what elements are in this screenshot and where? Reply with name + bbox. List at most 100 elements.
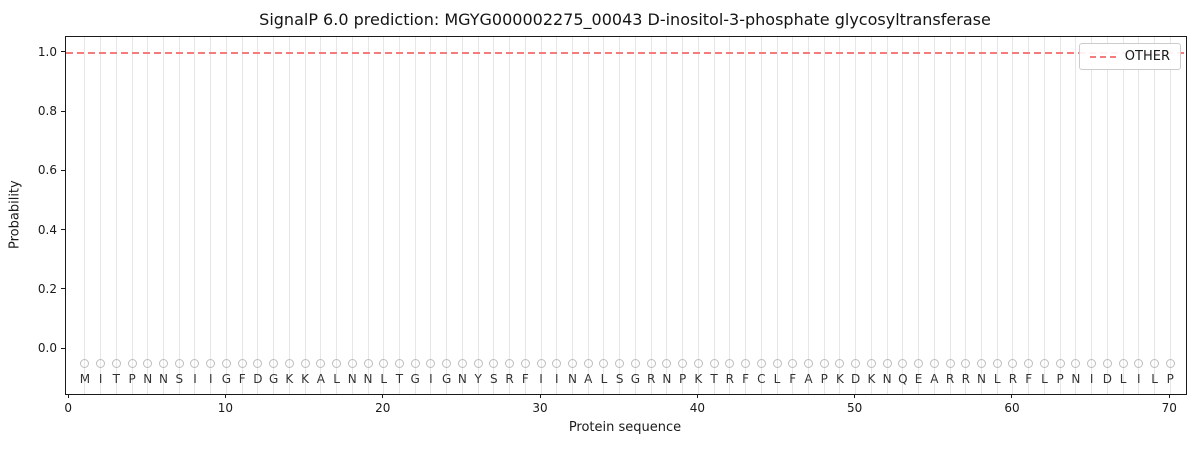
position-marker-circle: [332, 359, 342, 369]
gridline: [509, 37, 511, 394]
y-tick-label: 1.0: [37, 44, 57, 59]
residue-letter: A: [930, 371, 939, 386]
residue-letter: I: [429, 371, 433, 386]
x-tick-mark: [224, 394, 226, 398]
residue-letter: F: [1025, 371, 1033, 386]
residue-letter: L: [993, 371, 1001, 386]
residue-letter: I: [208, 371, 213, 386]
residue-letter: T: [112, 371, 120, 386]
position-marker-circle: [929, 359, 939, 369]
residue-letter: K: [835, 371, 844, 386]
residue-letter: G: [268, 371, 279, 386]
position-marker-circle: [1134, 359, 1144, 369]
gridline: [430, 37, 432, 394]
position-marker-circle: [772, 359, 782, 369]
position-marker-circle: [961, 359, 971, 369]
gridline: [886, 37, 888, 394]
gridline: [760, 37, 762, 394]
position-marker-circle: [1150, 359, 1160, 369]
position-marker-circle: [80, 359, 90, 369]
residue-letter: A: [804, 371, 813, 386]
gridline: [918, 37, 920, 394]
gridline: [115, 37, 117, 394]
residue-letter: I: [539, 371, 543, 386]
position-marker-circle: [269, 359, 279, 369]
residue-letter: G: [410, 371, 420, 386]
residue-letter: R: [725, 371, 734, 386]
gridline: [194, 37, 196, 394]
gridline: [273, 37, 275, 394]
position-marker-circle: [914, 359, 924, 369]
residue-letter: I: [1137, 371, 1141, 386]
gridline: [682, 37, 684, 394]
residue-letter: N: [568, 371, 577, 386]
gridline: [304, 37, 306, 394]
gridline: [792, 37, 794, 394]
position-marker-circle: [882, 359, 892, 369]
position-marker-circle: [662, 359, 672, 369]
position-marker-circle: [615, 359, 625, 369]
position-marker-circle: [253, 359, 263, 369]
residue-letter: L: [333, 371, 340, 386]
position-marker-circle: [866, 359, 876, 369]
x-axis-label: Protein sequence: [568, 420, 682, 435]
gridline: [556, 37, 558, 394]
gridline: [619, 37, 621, 394]
gridline: [336, 37, 338, 394]
gridline: [288, 37, 290, 394]
y-tick-mark: [61, 229, 65, 231]
gridline: [1091, 37, 1093, 394]
residue-letter: N: [457, 371, 467, 386]
gridline: [383, 37, 385, 394]
position-marker-circle: [1071, 359, 1081, 369]
position-marker-circle: [898, 359, 908, 369]
gridline: [807, 37, 809, 394]
residue-letter: F: [238, 371, 246, 386]
x-tick-mark: [1168, 394, 1170, 398]
position-marker-circle: [1024, 359, 1034, 369]
residue-letter: N: [159, 371, 168, 386]
position-marker-circle: [851, 359, 861, 369]
residue-letter: P: [679, 371, 687, 386]
position-marker-circle: [1008, 359, 1018, 369]
residue-letter: T: [710, 371, 718, 386]
gridline: [210, 37, 212, 394]
y-tick-mark: [61, 51, 65, 53]
residue-letter: F: [789, 371, 797, 386]
residue-letter: K: [867, 371, 876, 386]
residue-letter: R: [1008, 371, 1018, 386]
residue-letter: A: [316, 371, 325, 386]
residue-letter: N: [1071, 371, 1081, 386]
position-marker-circle: [143, 359, 153, 369]
residue-letter: Y: [474, 371, 482, 386]
position-marker-circle: [536, 359, 546, 369]
y-tick-mark: [61, 347, 65, 349]
residue-letter: K: [301, 371, 310, 386]
y-tick-label: 0.4: [37, 222, 57, 237]
x-tick-mark: [539, 394, 541, 398]
residue-letter: N: [347, 371, 357, 386]
residue-letter: C: [757, 371, 766, 386]
gridline: [572, 37, 574, 394]
position-marker-circle: [379, 359, 389, 369]
residue-letter: Q: [898, 371, 908, 386]
gridline: [666, 37, 668, 394]
residue-letter: S: [615, 371, 624, 386]
gridline: [587, 37, 589, 394]
residue-letter: N: [363, 371, 373, 386]
position-marker-circle: [489, 359, 499, 369]
residue-letter: N: [662, 371, 672, 386]
position-marker-circle: [221, 359, 231, 369]
position-marker-circle: [284, 359, 294, 369]
gridline: [1169, 37, 1171, 394]
y-tick-mark: [61, 110, 65, 112]
gridline: [1154, 37, 1156, 394]
legend: OTHER: [1078, 43, 1181, 70]
x-tick-mark: [67, 394, 69, 398]
legend-dashed-line-icon: [1089, 55, 1117, 58]
gridline: [446, 37, 448, 394]
x-tick-mark: [696, 394, 698, 398]
position-marker-circle: [237, 359, 247, 369]
gridline: [1059, 37, 1061, 394]
position-marker-circle: [174, 359, 184, 369]
